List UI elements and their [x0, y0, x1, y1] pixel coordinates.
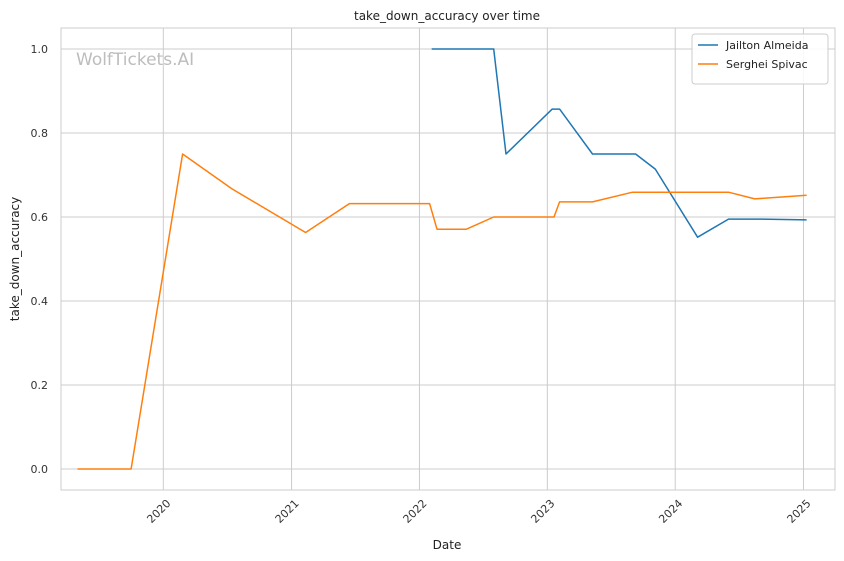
y-tick-label: 0.0	[31, 463, 49, 476]
grid	[61, 28, 835, 490]
y-axis-ticks: 0.0 0.2 0.4 0.6 0.8 1.0	[31, 43, 49, 476]
x-tick-label: 2020	[144, 497, 173, 526]
x-tick-label: 2025	[785, 497, 814, 526]
x-tick-label: 2024	[656, 497, 685, 526]
legend-box	[691, 33, 829, 85]
watermark: WolfTickets.AI	[76, 50, 194, 70]
x-tick-label: 2023	[528, 497, 557, 526]
y-tick-label: 0.2	[31, 379, 49, 392]
x-tick-label: 2022	[401, 497, 430, 526]
plot-frame	[60, 27, 836, 491]
y-axis-title: take_down_accuracy	[8, 197, 22, 321]
series-line-jailton-almeida	[431, 48, 807, 238]
legend: Jailton Almeida Serghei Spivac	[691, 33, 829, 85]
legend-label: Serghei Spivac	[726, 58, 808, 71]
series-layer	[77, 48, 807, 470]
series-line-serghei-spivac	[77, 153, 807, 470]
y-tick-label: 1.0	[31, 43, 49, 56]
x-axis-title: Date	[433, 538, 462, 552]
x-tick-label: 2021	[273, 497, 302, 526]
y-tick-label: 0.8	[31, 127, 49, 140]
legend-label: Jailton Almeida	[725, 39, 808, 52]
x-axis-ticks: 2020 2021 2022 2023 2024 2025	[144, 497, 813, 526]
chart-title: take_down_accuracy over time	[354, 9, 540, 23]
y-tick-label: 0.4	[31, 295, 49, 308]
y-tick-label: 0.6	[31, 211, 49, 224]
